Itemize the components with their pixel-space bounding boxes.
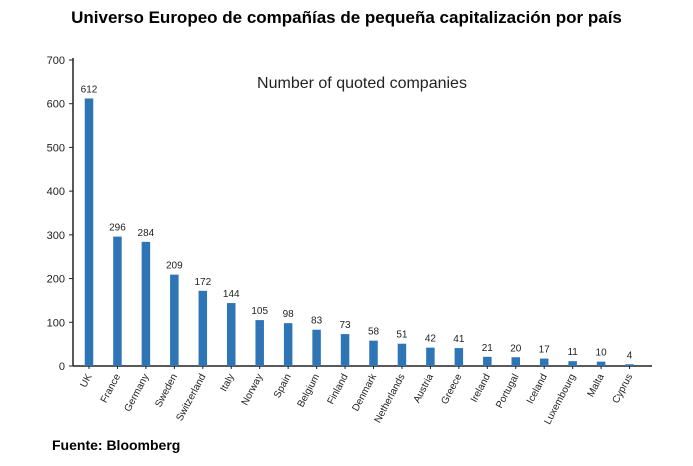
data-label: 42 (425, 334, 437, 345)
y-tick-label: 100 (47, 317, 65, 329)
bar (483, 356, 492, 366)
bar (454, 348, 464, 366)
labels: 612 UK 296 France 284 Germany 209 Sweden 172 Swit… (78, 84, 635, 426)
x-tick-label: Iceland (525, 372, 550, 406)
x-tick-label: Sweden (153, 372, 180, 409)
x-tick-label: Switzerland (174, 372, 208, 423)
bar (340, 334, 350, 366)
x-tick-label: Denmark (350, 371, 379, 413)
bar (198, 290, 208, 366)
bar (539, 358, 549, 366)
x-tick-label: Austria (412, 372, 437, 405)
bar (113, 236, 122, 366)
y-tick-label: 300 (47, 230, 65, 242)
data-label: 105 (251, 306, 268, 317)
bar (568, 361, 577, 366)
x-tick-label: Malta (586, 372, 607, 399)
y-tick-label: 500 (47, 142, 65, 154)
bar (255, 320, 264, 366)
bars (84, 98, 634, 367)
data-label: 144 (223, 289, 240, 300)
x-tick-label: UK (78, 372, 94, 390)
bar (141, 241, 151, 366)
data-label: 21 (482, 343, 494, 354)
data-label: 98 (283, 309, 295, 320)
data-label: 209 (166, 261, 183, 272)
bar (369, 340, 378, 366)
bar (283, 323, 293, 366)
x-tick-label: Germany (123, 372, 152, 413)
x-tick-label: Ireland (469, 372, 493, 404)
data-label: 83 (311, 316, 323, 327)
y-tick-label: 200 (47, 274, 65, 286)
bar (312, 329, 321, 366)
bar (511, 357, 520, 366)
source-note: Fuente: Bloomberg (52, 437, 181, 453)
data-label: 58 (368, 327, 380, 338)
data-label: 17 (539, 345, 551, 356)
x-tick-label: Belgium (296, 372, 323, 409)
data-label: 20 (510, 343, 522, 354)
data-label: 172 (194, 277, 211, 288)
x-tick-label: Greece (439, 372, 464, 407)
y-tick-label: 700 (47, 55, 65, 67)
bar (227, 303, 236, 366)
bar (84, 98, 94, 367)
data-label: 296 (109, 223, 126, 234)
data-label: 11 (567, 347, 578, 358)
bar (625, 364, 634, 366)
data-label: 41 (453, 334, 465, 345)
y-tick-label: 0 (59, 361, 65, 373)
data-label: 10 (596, 348, 608, 359)
x-tick-label: Cyprus (611, 372, 636, 405)
bar (170, 274, 179, 366)
x-tick-label: Portugal (494, 372, 521, 410)
x-tick-label: Spain (272, 372, 294, 400)
bar (397, 343, 407, 366)
y-tick-label: 600 (47, 99, 65, 111)
x-tick-label: Norway (240, 372, 266, 407)
bar (596, 361, 606, 366)
page-title: Universo Europeo de compañías de pequeña… (71, 8, 622, 27)
data-label: 612 (81, 84, 98, 95)
y-tick-label: 400 (47, 186, 65, 198)
x-tick-label: France (99, 372, 124, 405)
bar (426, 347, 435, 366)
data-label: 284 (138, 228, 155, 239)
data-label: 4 (627, 350, 633, 361)
data-label: 51 (396, 330, 408, 341)
data-label: 73 (339, 320, 351, 331)
x-tick-label: Netherlands (373, 372, 408, 425)
axes: 0 100 200 300 400 500 600 700 (47, 55, 652, 373)
x-tick-label: Finland (326, 372, 351, 406)
x-tick-label: Italy (219, 372, 237, 393)
chart-title: Number of quoted companies (257, 75, 467, 92)
